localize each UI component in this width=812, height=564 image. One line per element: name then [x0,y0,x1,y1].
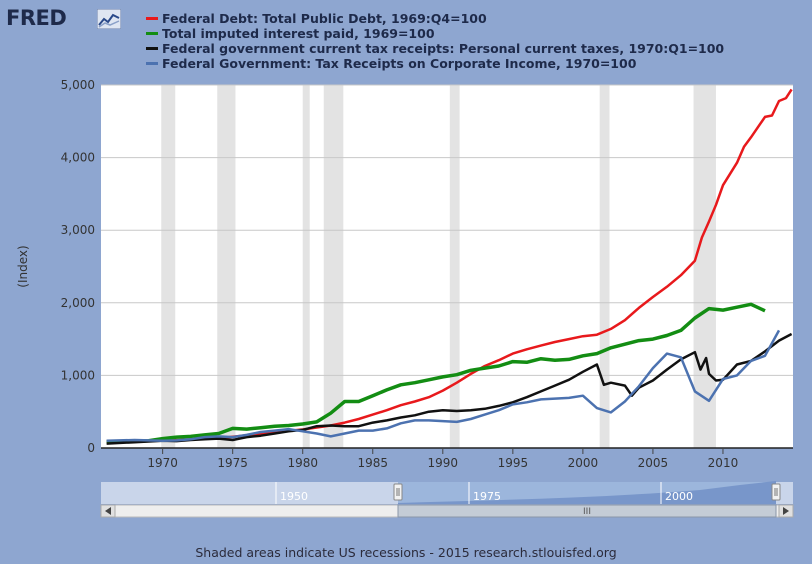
recession-band [693,85,716,448]
y-tick-label: 3,000 [61,223,95,237]
legend-swatch [146,32,158,35]
navigator-label: 1950 [280,490,308,503]
recession-band [217,85,236,448]
x-tick-label: 2010 [708,456,739,470]
legend-label: Federal government current tax receipts:… [162,41,725,56]
x-tick-label: 2005 [638,456,669,470]
legend-swatch [146,17,158,20]
x-tick-label: 1970 [147,456,178,470]
navigator-series [398,481,776,504]
recession-band [449,85,460,448]
chart-line-icon [97,9,121,29]
legend-label: Federal Debt: Total Public Debt, 1969:Q4… [162,11,487,26]
arrow-left-icon [105,507,111,515]
legend-item[interactable]: Total imputed interest paid, 1969=100 [146,26,724,41]
y-tick-label: 2,000 [61,296,95,310]
series-line [106,329,781,442]
x-tick-label: 1975 [217,456,248,470]
arrow-right-icon [783,507,789,515]
recession-band [161,85,176,448]
y-tick-label: 4,000 [61,151,95,165]
navigator-handle[interactable] [393,483,403,501]
navigator-label: 2000 [665,490,693,503]
navigator-label: 1975 [473,490,501,503]
y-tick-label: 1,000 [61,368,95,382]
legend-item[interactable]: Federal Debt: Total Public Debt, 1969:Q4… [146,11,724,26]
series-line [106,302,766,444]
legend-item[interactable]: Federal Government: Tax Receipts on Corp… [146,56,724,71]
x-tick-label: 1980 [287,456,318,470]
series-line [106,332,793,445]
legend-swatch [146,47,158,50]
scrollbar-grip: III [583,507,591,517]
y-axis-label: (Index) [16,245,30,287]
scrollbar-thumb[interactable] [397,504,777,518]
recession-band [599,85,610,448]
legend-swatch [146,62,158,65]
recession-band [323,85,344,448]
recession-band [302,85,310,448]
x-tick-label: 2000 [568,456,599,470]
fred-logo[interactable]: FRED [6,6,121,32]
navigator-handle[interactable] [771,483,781,501]
x-tick-label: 1985 [357,456,388,470]
y-tick-label: 0 [87,441,95,455]
chart-legend: Federal Debt: Total Public Debt, 1969:Q4… [146,11,724,71]
legend-label: Total imputed interest paid, 1969=100 [162,26,435,41]
y-tick-label: 5,000 [61,78,95,92]
fred-logo-text: FRED [6,6,67,30]
legend-item[interactable]: Federal government current tax receipts:… [146,41,724,56]
legend-label: Federal Government: Tax Receipts on Corp… [162,56,637,71]
recession-note: Shaded areas indicate US recessions - 20… [195,545,617,560]
x-tick-label: 1990 [428,456,459,470]
x-tick-label: 1995 [498,456,529,470]
